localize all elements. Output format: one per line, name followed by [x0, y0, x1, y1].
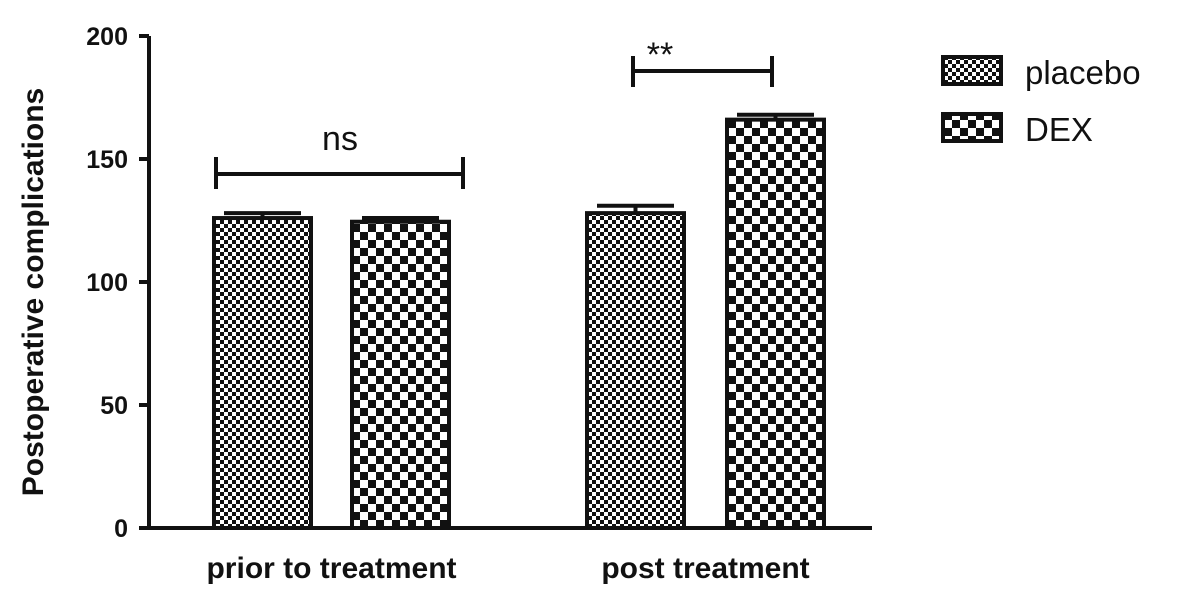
bar-dex-post [725, 117, 826, 530]
bar-dex-prior [350, 219, 451, 530]
y-axis-title: Postoperative complications [17, 88, 50, 496]
legend: placebo DEX [941, 54, 1141, 148]
legend-label-placebo: placebo [1025, 54, 1141, 91]
x-category-label: post treatment [601, 552, 809, 585]
legend-label-dex: DEX [1025, 111, 1093, 148]
bar-placebo-prior [212, 216, 313, 530]
legend-item-placebo: placebo [941, 54, 1141, 91]
y-tick-label: 100 [86, 269, 128, 297]
legend-swatch-dex [941, 112, 1003, 143]
legend-item-dex: DEX [941, 111, 1093, 148]
annotation-sig-label: ** [647, 36, 673, 74]
bars [212, 117, 826, 530]
y-ticks: 0 50 100 150 200 [86, 23, 149, 543]
error-bars [224, 112, 814, 222]
bar-placebo-post [585, 211, 686, 530]
legend-swatch-placebo [941, 55, 1003, 86]
x-category-label: prior to treatment [206, 552, 456, 585]
y-tick-label: 150 [86, 146, 128, 174]
annotation-ns-label: ns [322, 120, 358, 158]
y-tick-label: 0 [114, 515, 128, 543]
annotation-ns: ns [214, 120, 465, 189]
y-tick-label: 50 [100, 392, 128, 420]
y-tick-label: 200 [86, 23, 128, 51]
annotation-significance: ** [631, 36, 774, 87]
x-category-labels: prior to treatment post treatment [206, 552, 809, 585]
